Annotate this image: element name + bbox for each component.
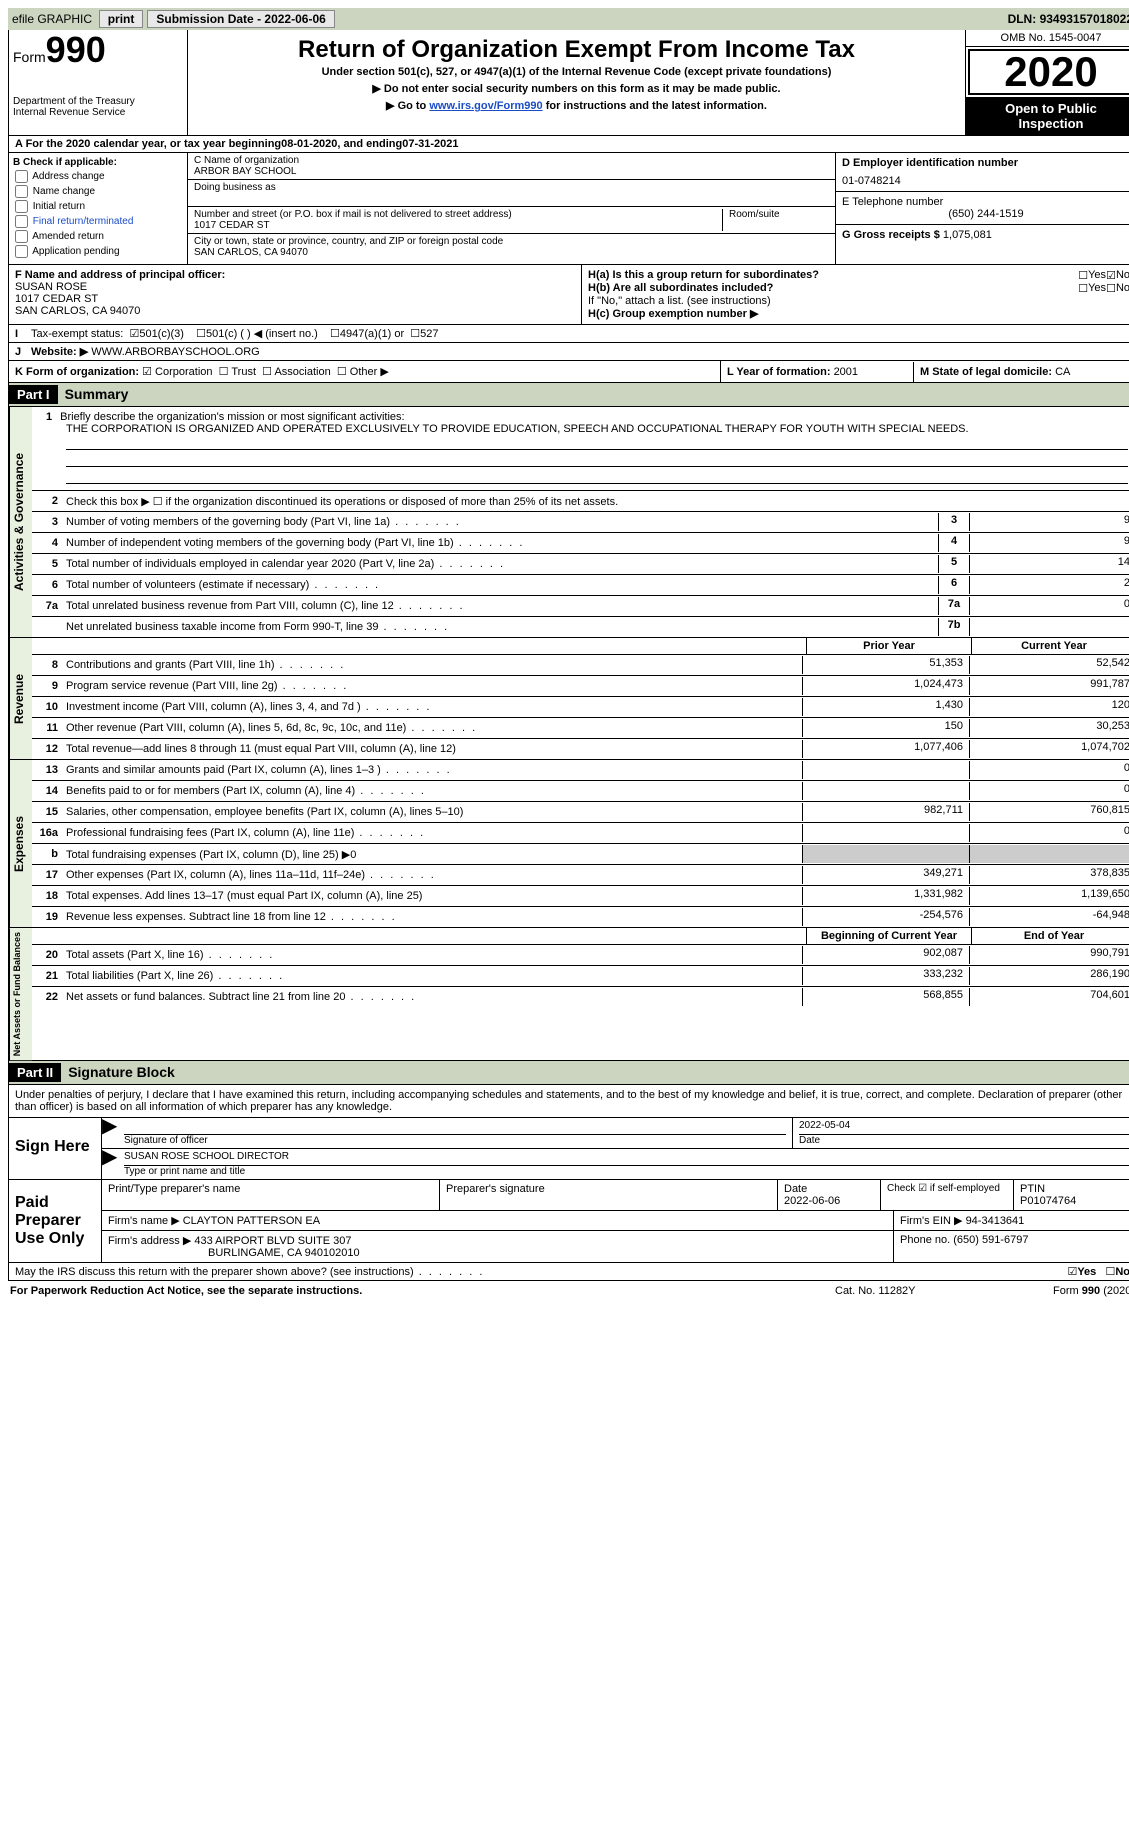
website-value: WWW.ARBORBAYSCHOOL.ORG — [91, 346, 259, 358]
firm-ein: 94-3413641 — [966, 1215, 1025, 1227]
instructions-link-row: ▶ Go to www.irs.gov/Form990 for instruct… — [196, 99, 957, 112]
final-return-checkbox[interactable] — [15, 215, 28, 228]
section-h: H(a) Is this a group return for subordin… — [582, 265, 1129, 324]
street-address: 1017 CEDAR ST — [194, 220, 718, 231]
form990-link[interactable]: www.irs.gov/Form990 — [429, 100, 542, 112]
sign-here-label: Sign Here — [9, 1118, 102, 1179]
submission-date-box: Submission Date - 2022-06-06 — [147, 10, 334, 28]
amended-return-checkbox[interactable] — [15, 230, 28, 243]
section-b-checkboxes: B Check if applicable: Address change Na… — [9, 153, 188, 264]
name-change-checkbox[interactable] — [15, 185, 28, 198]
tax-year-line: A For the 2020 calendar year, or tax yea… — [8, 136, 1129, 153]
line-i: I Tax-exempt status: ☑ 501(c)(3) ☐ 501(c… — [8, 325, 1129, 343]
governance-section: Activities & Governance 1Briefly describ… — [8, 407, 1129, 638]
expenses-label: Expenses — [9, 760, 32, 927]
section-f: F Name and address of principal officer:… — [9, 265, 582, 324]
sign-date: 2022-05-04 — [799, 1120, 1129, 1135]
net-assets-section: Net Assets or Fund Balances Beginning of… — [8, 928, 1129, 1061]
preparer-date: 2022-06-06 — [784, 1195, 840, 1207]
officer-group-row: F Name and address of principal officer:… — [8, 265, 1129, 325]
sign-here-block: Sign Here ▶ Signature of officer 2022-05… — [8, 1118, 1129, 1180]
form-header: Form990 Department of the Treasury Inter… — [8, 30, 1129, 136]
paid-preparer-label: Paid Preparer Use Only — [9, 1180, 102, 1262]
firm-phone: (650) 591-6797 — [953, 1234, 1028, 1246]
expenses-section: Expenses 13Grants and similar amounts pa… — [8, 760, 1129, 928]
initial-return-checkbox[interactable] — [15, 200, 28, 213]
begin-end-header: Beginning of Current Year End of Year — [32, 928, 1129, 945]
paid-preparer-block: Paid Preparer Use Only Print/Type prepar… — [8, 1180, 1129, 1263]
application-pending-checkbox[interactable] — [15, 245, 28, 258]
ptin-value: P01074764 — [1020, 1195, 1076, 1207]
mission-text: THE CORPORATION IS ORGANIZED AND OPERATE… — [66, 423, 1128, 435]
main-title: Return of Organization Exempt From Incom… — [196, 36, 957, 64]
inspection-badge: Open to Public Inspection — [966, 97, 1129, 135]
arrow-icon: ▶ — [102, 1118, 118, 1148]
officer-name: SUSAN ROSE — [15, 281, 575, 293]
officer-name-title: SUSAN ROSE SCHOOL DIRECTOR — [124, 1151, 1129, 1166]
prior-current-header: Prior Year Current Year — [32, 638, 1129, 655]
revenue-section: Revenue Prior Year Current Year 8Contrib… — [8, 638, 1129, 760]
dln-field: DLN: 93493157018022 — [1008, 12, 1129, 26]
address-change-checkbox[interactable] — [15, 170, 28, 183]
governance-label: Activities & Governance — [9, 407, 32, 637]
right-id-col: D Employer identification number 01-0748… — [835, 153, 1129, 264]
page-footer: For Paperwork Reduction Act Notice, see … — [8, 1281, 1129, 1301]
line-j: J Website: ▶ WWW.ARBORBAYSCHOOL.ORG — [8, 343, 1129, 361]
omb-number: OMB No. 1545-0047 — [966, 30, 1129, 47]
print-button[interactable]: print — [99, 10, 144, 28]
irs-discuss-row: May the IRS discuss this return with the… — [8, 1263, 1129, 1281]
part1-header: Part I Summary — [8, 383, 1129, 407]
line-klm: K Form of organization: ☑ Corporation ☐ … — [8, 361, 1129, 383]
efile-label: efile GRAPHIC — [12, 12, 92, 26]
revenue-label: Revenue — [9, 638, 32, 759]
part2-header: Part II Signature Block — [8, 1061, 1129, 1085]
firm-name: CLAYTON PATTERSON EA — [183, 1215, 320, 1227]
top-bar: efile GRAPHIC print Submission Date - 20… — [8, 8, 1129, 30]
telephone-value: (650) 244-1519 — [842, 208, 1129, 220]
city-state-zip: SAN CARLOS, CA 94070 — [194, 247, 829, 258]
gross-receipts: 1,075,081 — [943, 229, 992, 241]
org-info-block: B Check if applicable: Address change Na… — [8, 153, 1129, 265]
firm-address: 433 AIRPORT BLVD SUITE 307 — [194, 1235, 351, 1247]
form-number-col: Form990 Department of the Treasury Inter… — [9, 30, 188, 135]
form-reference: Form 990 (2020) — [975, 1285, 1129, 1297]
section-c: C Name of organization ARBOR BAY SCHOOL … — [188, 153, 835, 264]
arrow-icon: ▶ — [102, 1149, 118, 1179]
tax-year: 2020 — [968, 49, 1129, 95]
org-name: ARBOR BAY SCHOOL — [194, 166, 829, 177]
penalty-statement: Under penalties of perjury, I declare th… — [8, 1085, 1129, 1118]
title-col: Return of Organization Exempt From Incom… — [188, 30, 965, 135]
year-col: OMB No. 1545-0047 2020 Open to Public In… — [965, 30, 1129, 135]
net-assets-label: Net Assets or Fund Balances — [9, 928, 32, 1060]
ein-value: 01-0748214 — [842, 175, 1129, 187]
